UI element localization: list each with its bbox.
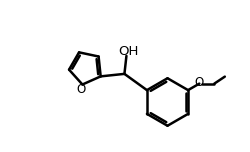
Text: O: O bbox=[195, 76, 204, 89]
Text: OH: OH bbox=[118, 45, 139, 58]
Text: O: O bbox=[77, 83, 86, 96]
